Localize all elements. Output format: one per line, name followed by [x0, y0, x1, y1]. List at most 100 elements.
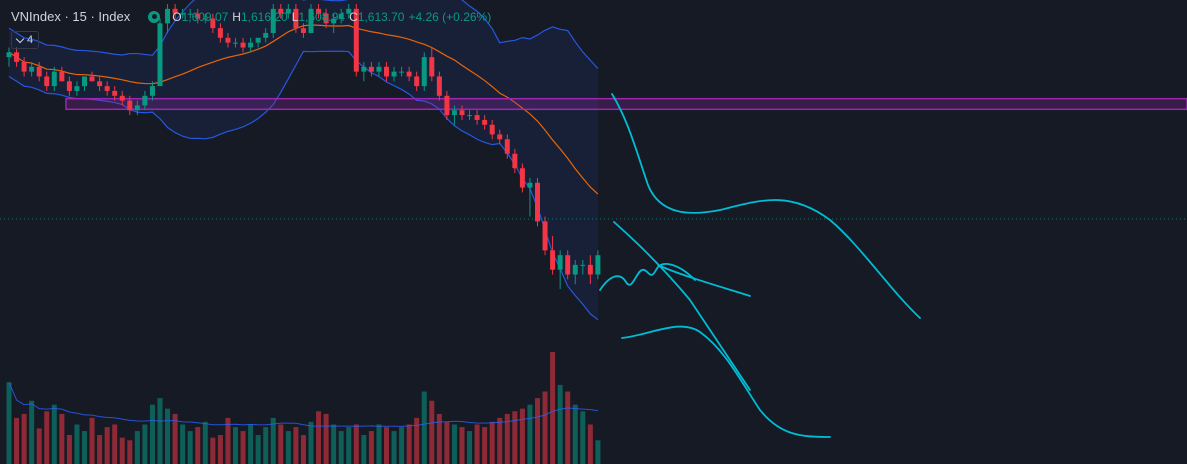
volume-bar — [300, 435, 306, 464]
candle-body — [384, 66, 389, 77]
projection-curve — [611, 93, 921, 319]
candle — [202, 13, 208, 24]
candle-body — [595, 255, 601, 275]
candle — [172, 4, 178, 19]
candle — [580, 260, 586, 275]
volume-bar — [225, 417, 231, 464]
candle — [587, 255, 593, 285]
projection-drawings[interactable] — [599, 93, 921, 438]
candle-body — [112, 90, 118, 96]
volume-bar — [368, 431, 374, 464]
candle-body — [74, 86, 80, 91]
volume-bar — [580, 411, 586, 464]
candle-body — [459, 110, 465, 116]
volume-bar — [233, 427, 238, 464]
candle-body — [353, 8, 359, 72]
candle-body — [240, 42, 246, 48]
volume-bar — [74, 424, 80, 464]
candle-body — [421, 57, 427, 87]
candle-body — [21, 61, 27, 72]
candle — [149, 81, 155, 101]
candle — [51, 66, 57, 91]
volume-bar — [565, 391, 571, 464]
candle-body — [542, 221, 548, 251]
candle-body — [278, 8, 284, 14]
volume-bar — [104, 427, 110, 464]
volume-bar — [119, 437, 125, 464]
volume-bar — [467, 431, 473, 464]
candle-body — [331, 18, 337, 24]
volume-bar — [429, 400, 435, 464]
candle — [29, 61, 35, 77]
candle — [89, 71, 95, 82]
candle — [210, 13, 216, 33]
candle-body — [361, 66, 367, 72]
candle — [300, 23, 306, 38]
volume-bar — [180, 424, 186, 464]
volume-bar — [157, 398, 163, 464]
candle — [572, 260, 578, 285]
candlesticks — [6, 4, 601, 290]
volume-bar — [406, 424, 412, 464]
projection-curve — [657, 264, 751, 297]
candle-body — [142, 95, 148, 106]
candle-body — [436, 76, 442, 96]
projection-curve — [613, 221, 751, 391]
candle — [66, 76, 72, 96]
volume-bar — [29, 400, 35, 464]
indicators-count: 4 — [27, 34, 34, 46]
candle — [255, 37, 261, 48]
volume-bar — [316, 411, 322, 464]
candle-body — [512, 153, 518, 169]
volume-bar — [255, 435, 261, 464]
candle-body — [187, 13, 193, 15]
volume-bar — [21, 413, 27, 464]
candle — [119, 90, 125, 106]
candle-body — [233, 42, 238, 44]
candle-body — [89, 76, 95, 82]
candle — [308, 4, 314, 33]
candle — [142, 90, 148, 111]
volume-bar — [587, 424, 593, 464]
candle — [127, 95, 133, 116]
candle — [482, 115, 488, 130]
high-label: H — [232, 9, 241, 24]
candle-body — [165, 8, 171, 24]
candle-body — [482, 119, 488, 125]
volume-bar — [323, 413, 329, 464]
volume-bar — [512, 411, 518, 464]
candle-body — [323, 13, 329, 24]
volume-bar — [550, 352, 556, 464]
bollinger-bands — [8, 0, 599, 321]
candle-body — [149, 86, 155, 96]
indicators-toggle-button[interactable]: 4 — [11, 31, 40, 49]
candle-body — [285, 8, 291, 14]
candle-body — [399, 71, 405, 73]
candle-body — [308, 8, 314, 33]
support-zone[interactable] — [65, 97, 1187, 111]
volume-bar — [519, 408, 525, 464]
volume-bar — [66, 435, 72, 464]
volume-bar — [542, 391, 548, 464]
candle — [270, 4, 276, 38]
candle — [451, 105, 457, 125]
volume-bar — [497, 417, 503, 464]
ohlc-values: O1,609.07 H1,616.20 L1,608.94 C1,613.70 … — [172, 10, 491, 24]
volume-bar — [263, 427, 269, 464]
volume-bar — [527, 404, 533, 464]
candle — [225, 32, 231, 48]
chart-legend: VNIndex · 15 · Index O1,609.07 H1,616.20… — [11, 9, 491, 24]
high-value: 1,616.20 — [240, 9, 288, 24]
candle-body — [29, 66, 35, 72]
volume-bar — [127, 440, 133, 464]
symbol-title[interactable]: VNIndex · 15 · Index — [11, 9, 131, 24]
projection-curve — [599, 263, 696, 291]
candle — [248, 37, 254, 53]
candle-body — [59, 71, 65, 82]
candle-body — [391, 71, 397, 77]
candle — [459, 105, 465, 120]
candle-body — [504, 139, 510, 154]
candle — [504, 134, 510, 159]
support-zone-rect — [65, 97, 1187, 111]
